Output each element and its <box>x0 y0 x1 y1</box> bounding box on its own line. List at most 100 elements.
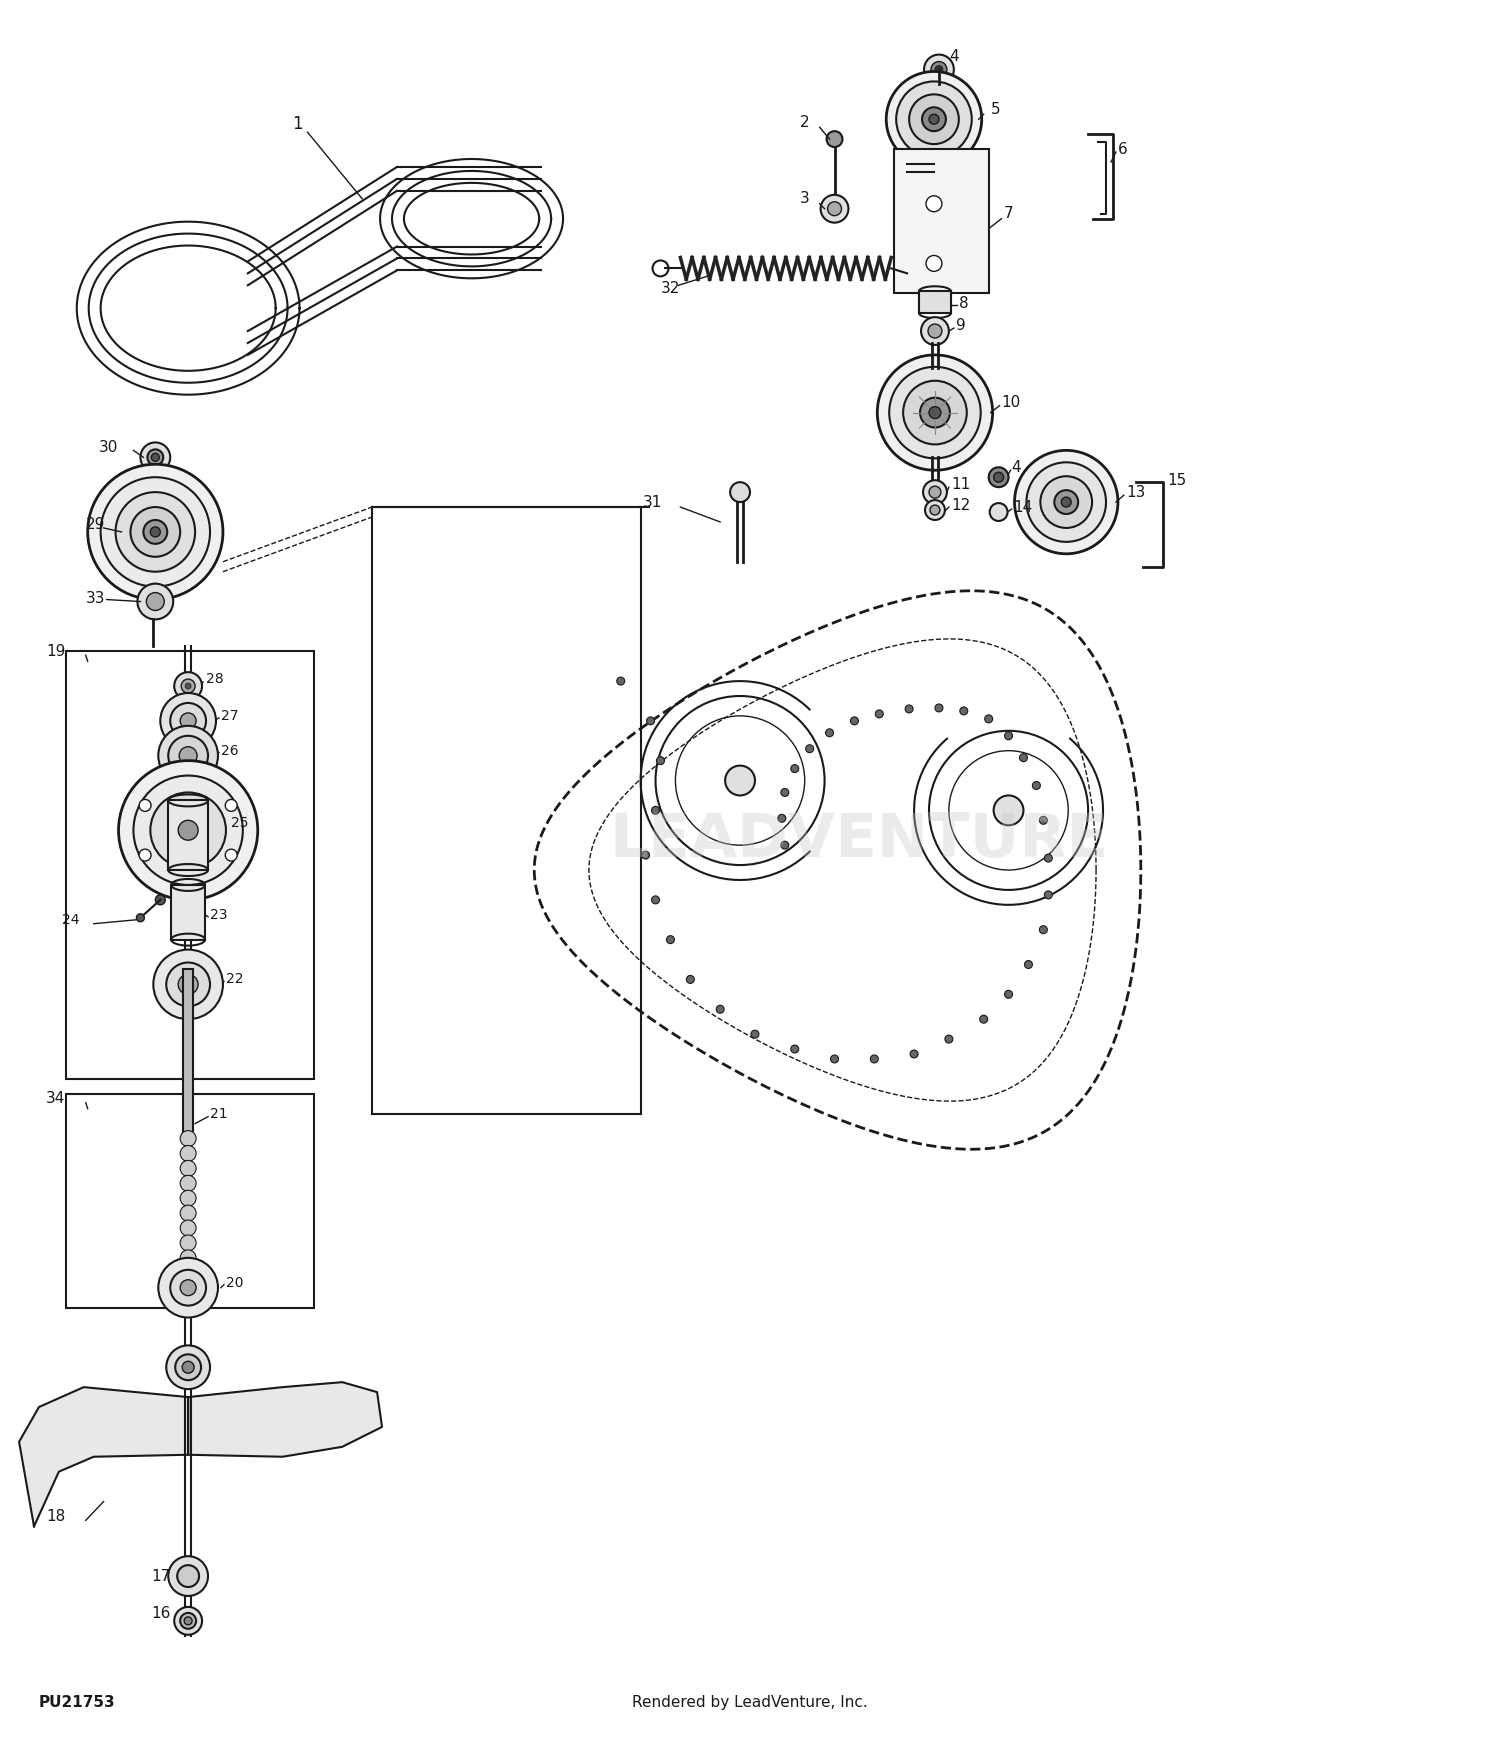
Circle shape <box>116 492 195 572</box>
Circle shape <box>136 914 144 922</box>
Circle shape <box>922 480 946 504</box>
Circle shape <box>926 500 945 520</box>
Text: 4: 4 <box>1011 460 1022 474</box>
Text: Rendered by LeadVenture, Inc.: Rendered by LeadVenture, Inc. <box>632 1696 868 1710</box>
Text: 30: 30 <box>99 439 118 455</box>
Bar <box>66 1094 315 1307</box>
Circle shape <box>657 756 664 765</box>
Circle shape <box>141 443 170 472</box>
Bar <box>894 149 989 294</box>
Text: 8: 8 <box>958 296 969 311</box>
Circle shape <box>180 1190 196 1206</box>
Circle shape <box>152 453 159 462</box>
Circle shape <box>934 704 944 712</box>
Text: 21: 21 <box>210 1106 228 1120</box>
Circle shape <box>790 765 798 772</box>
Circle shape <box>180 1250 196 1265</box>
Circle shape <box>924 54 954 84</box>
Circle shape <box>752 1031 759 1038</box>
Circle shape <box>993 473 1004 483</box>
Circle shape <box>896 82 972 158</box>
Circle shape <box>180 1130 196 1146</box>
Text: 10: 10 <box>1002 396 1022 410</box>
Circle shape <box>782 789 789 796</box>
Circle shape <box>182 1362 194 1374</box>
Circle shape <box>1044 854 1053 863</box>
Text: 3: 3 <box>800 191 810 206</box>
Circle shape <box>778 814 786 822</box>
Text: 6: 6 <box>1118 142 1128 156</box>
Text: 13: 13 <box>1126 485 1146 500</box>
Circle shape <box>890 368 981 458</box>
Circle shape <box>177 1564 200 1587</box>
Text: 17: 17 <box>152 1568 171 1584</box>
Circle shape <box>170 1270 206 1306</box>
Text: 33: 33 <box>86 592 105 605</box>
Text: PU21753: PU21753 <box>39 1696 116 1710</box>
Circle shape <box>687 975 694 984</box>
Circle shape <box>831 1055 839 1062</box>
Circle shape <box>926 255 942 271</box>
Circle shape <box>921 317 950 345</box>
Text: 26: 26 <box>220 744 238 758</box>
Circle shape <box>180 1146 196 1162</box>
Circle shape <box>876 710 884 717</box>
Text: 19: 19 <box>46 644 66 658</box>
Circle shape <box>980 1015 987 1024</box>
Circle shape <box>168 1556 208 1596</box>
Text: 29: 29 <box>86 518 105 532</box>
Circle shape <box>156 894 165 905</box>
Text: 32: 32 <box>660 280 680 296</box>
Circle shape <box>182 679 195 693</box>
Circle shape <box>180 1614 196 1629</box>
Circle shape <box>666 936 675 943</box>
Circle shape <box>166 963 210 1006</box>
Circle shape <box>180 1176 196 1192</box>
Circle shape <box>130 507 180 556</box>
Circle shape <box>928 324 942 338</box>
Circle shape <box>928 406 940 418</box>
Circle shape <box>144 520 168 544</box>
Text: 23: 23 <box>210 908 228 922</box>
Circle shape <box>180 1206 196 1222</box>
Circle shape <box>178 821 198 840</box>
Circle shape <box>920 397 950 427</box>
Circle shape <box>646 718 654 724</box>
Text: 9: 9 <box>956 317 966 332</box>
Text: 12: 12 <box>951 497 970 513</box>
Circle shape <box>934 65 944 74</box>
Circle shape <box>651 896 660 903</box>
Circle shape <box>180 1265 196 1281</box>
Circle shape <box>225 849 237 861</box>
Circle shape <box>922 107 946 131</box>
Circle shape <box>930 506 940 514</box>
Circle shape <box>176 1354 201 1381</box>
Polygon shape <box>188 1382 382 1456</box>
Circle shape <box>1032 782 1041 789</box>
Text: 31: 31 <box>642 495 662 509</box>
Circle shape <box>724 765 754 796</box>
Circle shape <box>928 487 940 499</box>
Circle shape <box>616 677 624 684</box>
Circle shape <box>1041 476 1092 528</box>
Text: 1: 1 <box>292 116 303 133</box>
Circle shape <box>138 584 172 619</box>
Circle shape <box>806 746 813 752</box>
Text: 22: 22 <box>226 973 243 987</box>
Circle shape <box>180 1279 196 1295</box>
Text: 20: 20 <box>226 1276 243 1290</box>
Circle shape <box>730 483 750 502</box>
Circle shape <box>886 72 981 166</box>
Circle shape <box>904 705 914 712</box>
Circle shape <box>878 355 993 471</box>
Text: 11: 11 <box>951 476 970 492</box>
Circle shape <box>1014 450 1118 553</box>
Text: 24: 24 <box>62 914 80 928</box>
Text: 28: 28 <box>206 672 224 686</box>
Bar <box>920 290 951 313</box>
Circle shape <box>1020 754 1028 761</box>
Circle shape <box>160 693 216 749</box>
Circle shape <box>150 527 160 537</box>
Circle shape <box>180 1160 196 1176</box>
Circle shape <box>166 1346 210 1390</box>
